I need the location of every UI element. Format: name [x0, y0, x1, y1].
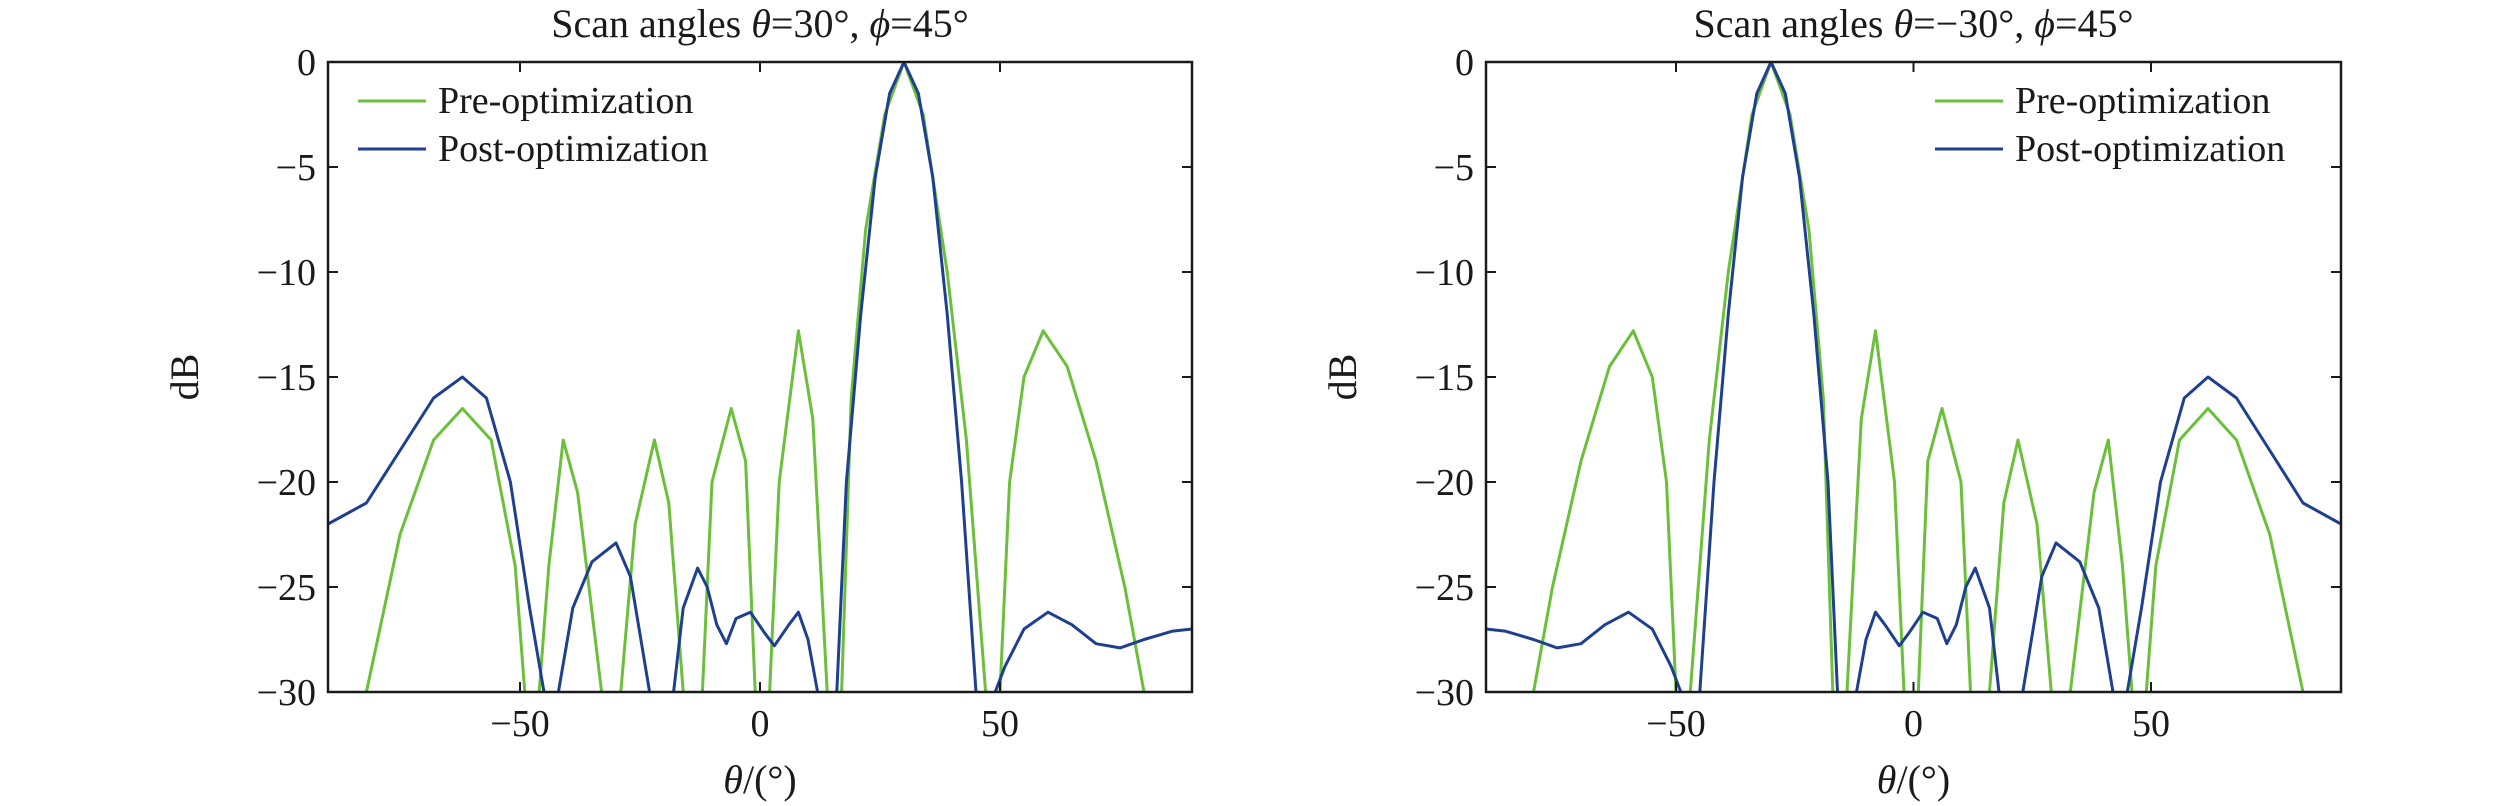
series-1-segment-5	[768, 329, 829, 693]
legend-label-2: Post-optimization	[2015, 128, 2285, 170]
x-axis-label-part: θ	[1877, 757, 1897, 802]
x-tick-label: 0	[1904, 703, 1923, 745]
x-tick-label: 50	[981, 703, 1019, 745]
series-2-segment-3	[672, 566, 820, 693]
x-axis-label: θ/(°)	[723, 757, 796, 802]
series-2-segment-4	[835, 61, 978, 693]
series-1-segment-6	[2068, 438, 2134, 693]
x-tick-label: −50	[1646, 703, 1705, 745]
series-1-segment-2	[1688, 61, 1835, 693]
chart-title-part: Scan angles	[551, 1, 751, 46]
series-1-segment-3	[1845, 329, 1906, 693]
series-1-segment-6	[840, 61, 988, 693]
y-tick-label: −15	[1415, 357, 1474, 399]
chart-title-part: θ	[1893, 1, 1913, 46]
legend-label-2: Post-optimization	[438, 128, 708, 170]
y-axis-label: dB	[162, 354, 207, 401]
x-axis-label: θ/(°)	[1877, 757, 1950, 802]
x-tick-label: 50	[2132, 703, 2170, 745]
y-tick-label: −25	[1415, 567, 1474, 609]
y-tick-label: −25	[257, 567, 316, 609]
x-axis-label-part: θ	[723, 757, 743, 802]
series-2-segment-4	[2021, 541, 2115, 693]
series-1-segment-7	[998, 329, 1146, 693]
x-tick-label: −50	[490, 703, 549, 745]
legend: Pre-optimization Post-optimization	[1935, 80, 2285, 170]
chart-title-part: ϕ	[2034, 1, 2055, 46]
y-tick-label: −5	[276, 147, 316, 189]
series-1-segment-4	[1916, 407, 1972, 693]
series-1-segment-1	[364, 407, 527, 693]
y-tick-label: −5	[1434, 147, 1474, 189]
y-tick-label: −10	[1415, 252, 1474, 294]
series-1-segment-3	[619, 438, 685, 693]
y-tick-label: 0	[297, 42, 316, 84]
x-axis-label-part: /(°)	[743, 757, 797, 802]
y-tick-label: −10	[257, 252, 316, 294]
legend: Pre-optimization Post-optimization	[358, 80, 708, 170]
x-axis-label-part: /(°)	[1896, 757, 1950, 802]
y-tick-label: −30	[1415, 672, 1474, 714]
series-1-segment-4	[700, 407, 757, 693]
chart-title-part: θ	[751, 1, 771, 46]
chart-title-part: =30°,	[771, 1, 870, 46]
series-1-segment-7	[2144, 407, 2305, 693]
y-tick-label: −20	[1415, 462, 1474, 504]
legend-label-1: Pre-optimization	[2015, 80, 2270, 122]
series-2-segment-1	[1486, 610, 1683, 693]
chart-title-part: =45°	[890, 1, 969, 46]
y-tick-label: −15	[257, 357, 316, 399]
series-2-segment-1	[328, 375, 546, 693]
chart-title: Scan angles θ=30°, ϕ=45°	[551, 1, 968, 46]
chart-title: Scan angles θ=−30°, ϕ=45°	[1694, 1, 2134, 46]
x-tick-label: 0	[751, 703, 770, 745]
series-2-segment-2	[1698, 61, 1839, 693]
series-1-segment-5	[1988, 438, 2053, 693]
series-2-segment-3	[1855, 566, 2001, 693]
chart-title-part: ϕ	[869, 1, 890, 46]
chart-title-part: =−30°,	[1913, 1, 2034, 46]
series-1-segment-2	[537, 438, 604, 693]
series-2-segment-5	[2125, 375, 2341, 693]
legend-label-1: Pre-optimization	[438, 80, 693, 122]
y-tick-label: −30	[257, 672, 316, 714]
y-axis-label: dB	[1320, 354, 1365, 401]
chart-title-part: =45°	[2055, 1, 2134, 46]
series-1-segment-1	[1532, 329, 1678, 693]
series-2-segment-2	[556, 541, 652, 693]
series-2-segment-5	[993, 610, 1192, 693]
chart-title-part: Scan angles	[1694, 1, 1894, 46]
y-tick-label: 0	[1455, 42, 1474, 84]
y-tick-label: −20	[257, 462, 316, 504]
